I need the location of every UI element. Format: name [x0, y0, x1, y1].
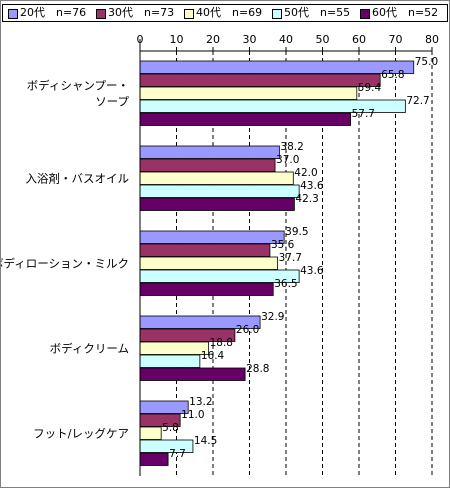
- legend-label: 60代 n=52: [372, 6, 439, 19]
- bar-1-2: [139, 73, 381, 87]
- data-label: 32.9: [261, 311, 284, 323]
- data-label: 18.8: [210, 337, 233, 349]
- data-label: 39.5: [285, 226, 308, 238]
- category-label: ボディローション・ミルク: [1, 257, 129, 271]
- legend-label: 20代 n=76: [20, 6, 87, 19]
- bar-2-5: [139, 197, 295, 211]
- bar-2-4: [139, 184, 300, 198]
- data-label: 42.0: [294, 167, 317, 179]
- bar-4-4: [139, 354, 201, 368]
- data-label: 42.3: [295, 193, 318, 205]
- data-label: 5.8: [162, 422, 179, 434]
- bar-5-5: [139, 452, 169, 466]
- bar-4-3: [139, 341, 210, 355]
- x-tick-label: 30: [243, 33, 257, 46]
- bar-2-1: [139, 145, 280, 159]
- legend-swatch: [184, 9, 194, 19]
- category-label: ボディシャンプー・: [27, 79, 129, 93]
- data-label: 59.4: [358, 82, 382, 94]
- x-tick-label: 50: [316, 33, 330, 46]
- category-label: 入浴剤・バスオイル: [26, 172, 130, 186]
- x-tick-label: 60: [352, 33, 366, 46]
- data-label: 35.6: [271, 239, 295, 251]
- data-label: 13.2: [189, 396, 212, 408]
- x-tick-label: 20: [206, 33, 220, 46]
- data-label: 43.6: [300, 180, 324, 192]
- data-label: 7.7: [169, 448, 186, 460]
- bar-3-2: [139, 243, 271, 257]
- bar-1-1: [139, 60, 415, 74]
- bar-5-3: [139, 426, 162, 440]
- bar-3-3: [139, 256, 279, 270]
- legend-swatch: [8, 9, 18, 19]
- bar-1-5: [139, 112, 352, 126]
- x-tick-label: 0: [137, 33, 144, 46]
- bar-3-1: [139, 230, 285, 244]
- legend-label: 40代 n=69: [196, 6, 263, 19]
- data-label: 26.0: [236, 324, 259, 336]
- bar-1-3: [139, 86, 358, 100]
- legend-label: 30代 n=73: [108, 6, 175, 19]
- data-label: 38.2: [280, 141, 303, 153]
- category-label: ソープ: [95, 95, 129, 109]
- data-label: 37.0: [276, 154, 299, 166]
- data-label: 43.6: [300, 265, 324, 277]
- data-label: 65.8: [381, 69, 404, 81]
- bar-3-5: [139, 282, 274, 296]
- x-tick-label: 10: [170, 33, 184, 46]
- data-label: 11.0: [181, 409, 204, 421]
- category-label: ボディクリーム: [50, 342, 129, 356]
- x-tick-label: 40: [279, 33, 293, 46]
- category-label: フット/レッグケア: [33, 427, 129, 441]
- data-label: 28.8: [246, 363, 269, 375]
- data-label: 14.5: [194, 435, 217, 447]
- legend-swatch: [96, 9, 106, 19]
- data-label: 57.7: [352, 108, 375, 120]
- data-label: 36.5: [274, 278, 297, 290]
- bar-2-2: [139, 158, 276, 172]
- bar-2-3: [139, 171, 294, 185]
- legend: 20代 n=76 30代 n=73 40代 n=69 50代 n=55 60代 n=52: [2, 4, 448, 22]
- x-tick-label: 80: [425, 33, 439, 46]
- bar-4-5: [139, 367, 246, 381]
- legend-label: 50代 n=55: [284, 6, 351, 19]
- legend-swatch: [360, 9, 370, 19]
- data-label: 75.0: [415, 56, 438, 68]
- data-label: 37.7: [279, 252, 302, 264]
- data-label: 16.4: [201, 350, 225, 362]
- legend-swatch: [272, 9, 282, 19]
- x-tick-label: 70: [389, 33, 403, 46]
- data-label: 72.7: [406, 95, 429, 107]
